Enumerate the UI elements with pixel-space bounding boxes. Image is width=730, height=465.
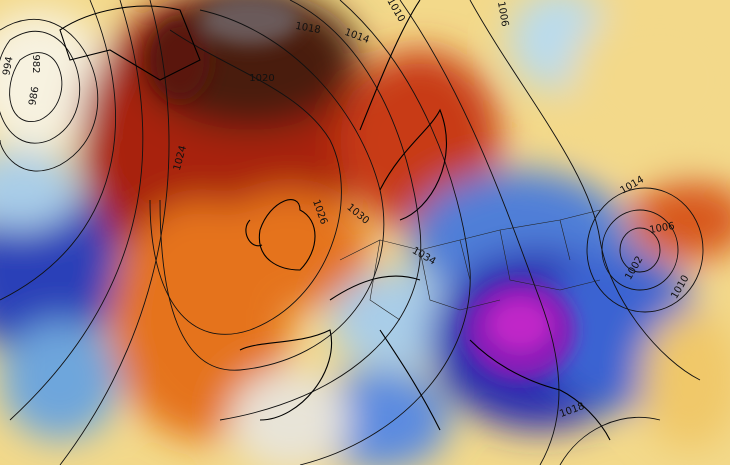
isobar-label: 1006 [649, 221, 676, 236]
isobars [0, 0, 704, 465]
isobar-label: 1018 [294, 21, 321, 36]
isobar-label: 986 [27, 86, 41, 107]
isobar-label: 994 [1, 56, 15, 77]
isobar-label: 1020 [249, 73, 274, 84]
isobar-label: 982 [30, 54, 41, 73]
coastlines [59, 0, 611, 441]
isobar-label: 1006 [495, 1, 510, 28]
borders [339, 209, 601, 321]
